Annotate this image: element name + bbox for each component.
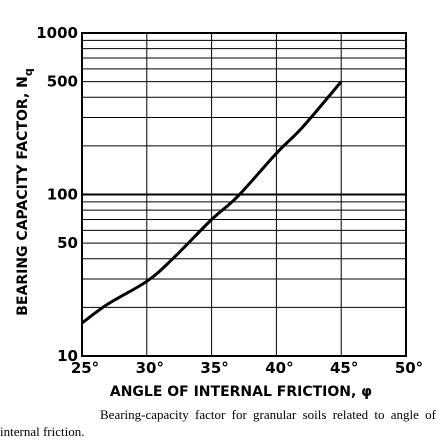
- y-tick-label: 100: [47, 186, 78, 204]
- y-tick-label: 1000: [36, 24, 78, 42]
- chart: 10 50 100 500 1000 25° 30° 35° 40° 45° 50° ANGLE …: [15, 24, 423, 400]
- figure-caption: Bearing-capacity factor for granular soi…: [0, 407, 436, 439]
- x-tick-label: 30°: [136, 359, 164, 377]
- x-axis-title: ANGLE OF INTERNAL FRICTION, φ: [110, 384, 372, 400]
- y-axis-title: BEARING CAPACITY FACTOR, Nq: [15, 68, 35, 315]
- x-tick-label: 35°: [200, 359, 228, 377]
- x-tick-label: 25°: [71, 359, 99, 377]
- series-line: [81, 80, 343, 325]
- x-tick-label: 45°: [330, 359, 358, 377]
- y-tick-label: 50: [57, 234, 78, 252]
- y-tick-label: 500: [47, 73, 78, 91]
- grid: [81, 32, 407, 357]
- x-tick-label: 50°: [395, 359, 423, 377]
- plot-frame: [81, 32, 407, 357]
- y-tick-label: 10: [57, 347, 78, 365]
- x-tick-label: 40°: [265, 359, 293, 377]
